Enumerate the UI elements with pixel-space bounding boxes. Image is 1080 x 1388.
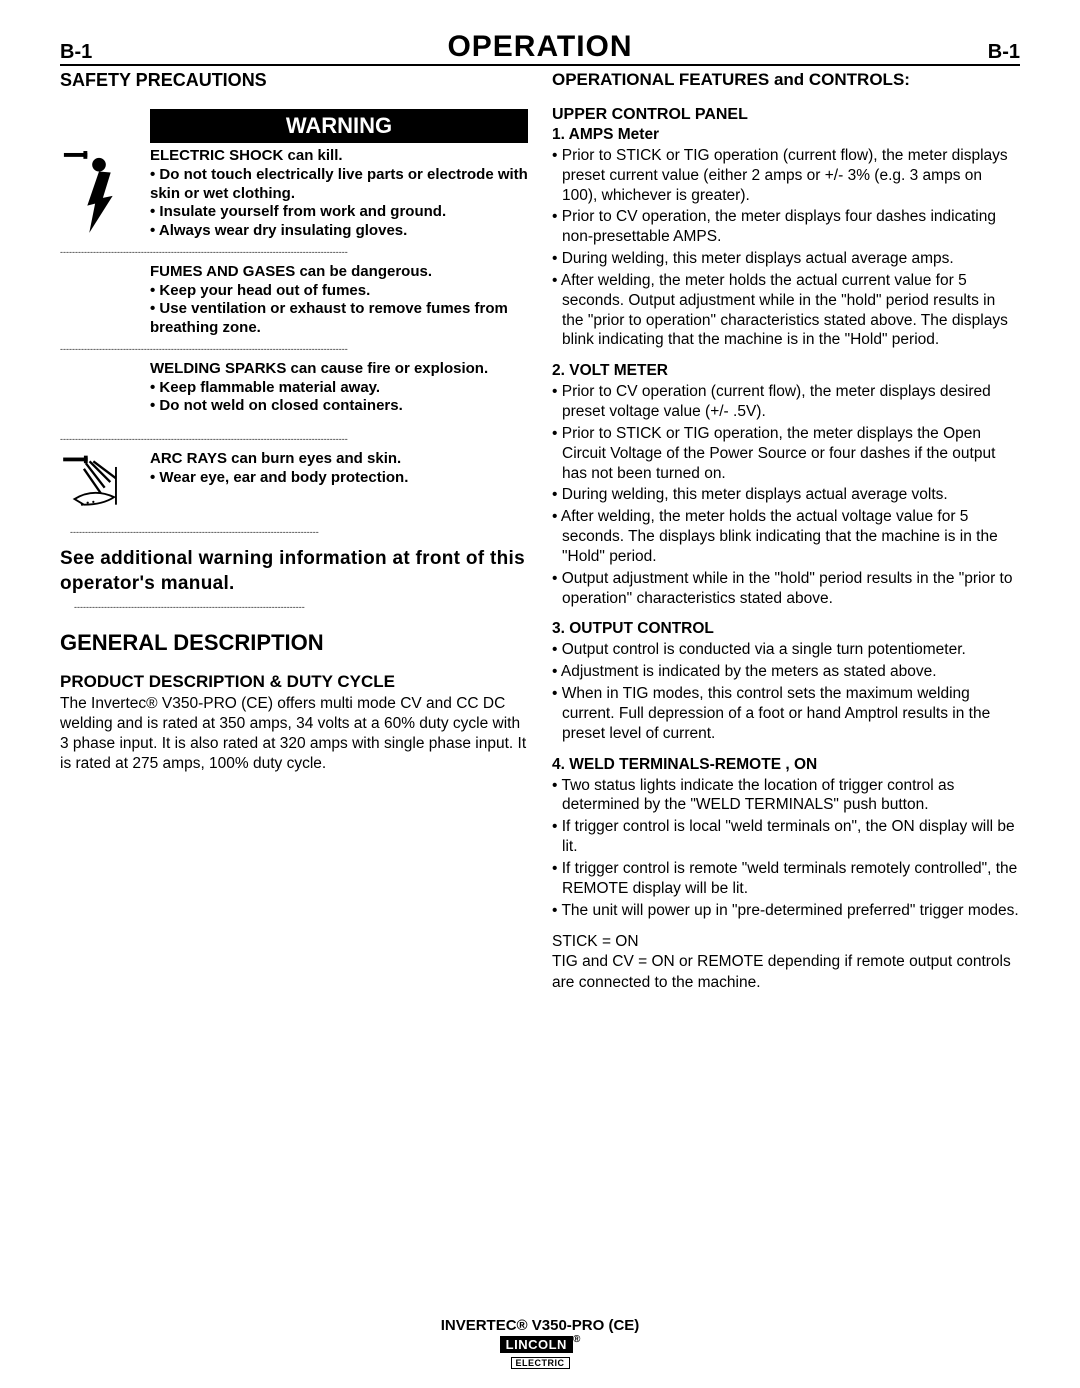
electric-label: ELECTRIC [511,1357,570,1369]
lincoln-logo: LINCOLN [500,1336,573,1353]
warning-text-fumes: FUMES AND GASES can be dangerous. Keep y… [150,263,528,338]
list-item: Prior to STICK or TIG operation, the met… [562,424,1020,483]
stick-mode-lines: STICK = ON TIG and CV = ON or REMOTE dep… [552,932,1020,992]
list-item: After welding, the meter holds the actua… [562,271,1020,350]
fumes-icon [60,263,138,338]
list-item: If trigger control is local "weld termin… [562,817,1020,857]
list-item: Prior to CV operation, the meter display… [562,207,1020,247]
warn2-title: FUMES AND GASES can be dangerous. [150,263,528,282]
warn4-title: ARC RAYS can burn eyes and skin. [150,450,408,469]
list-item: Output control is conducted via a single… [562,640,1020,660]
list-item: Prior to CV operation (current flow), th… [562,382,1020,422]
list-item: The unit will power up in "pre-determine… [562,901,1020,921]
volt-meter-list: Prior to CV operation (current flow), th… [552,382,1020,608]
weld-terminals-heading: 4. WELD TERMINALS-REMOTE , ON [552,756,1020,774]
separator: ----------------------------------------… [70,527,528,537]
separator: ----------------------------------------… [60,434,528,444]
output-control-list: Output control is conducted via a single… [552,640,1020,743]
upper-control-panel-heading: UPPER CONTROL PANEL [552,106,1020,124]
warning-block-fumes: FUMES AND GASES can be dangerous. Keep y… [60,263,528,338]
page-header: B-1 OPERATION B-1 [60,30,1020,66]
warning-text-shock: ELECTRIC SHOCK can kill. Do not touch el… [150,147,528,241]
list-item: During welding, this meter displays actu… [562,485,1020,505]
sparks-icon [60,360,138,416]
list-item: After welding, the meter holds the actua… [562,507,1020,566]
warning-text-arc: ARC RAYS can burn eyes and skin. Wear ey… [150,450,408,521]
warn4-item: Wear eye, ear and body protection. [150,469,408,488]
warning-block-sparks: WELDING SPARKS can cause fire or explosi… [60,360,528,416]
list-item: When in TIG modes, this control sets the… [562,684,1020,743]
warn3-title: WELDING SPARKS can cause fire or explosi… [150,360,488,379]
content-columns: SAFETY PRECAUTIONS WARNING ELECTRIC SHOC… [60,70,1020,993]
list-item: Two status lights indicate the location … [562,776,1020,816]
warn1-item: Do not touch electrically live parts or … [150,166,528,204]
product-description-body: The Invertec® V350-PRO (CE) offers multi… [60,694,528,773]
warning-block-arc: ARC RAYS can burn eyes and skin. Wear ey… [60,450,528,521]
list-item: Output adjustment while in the "hold" pe… [562,569,1020,609]
list-item: Prior to STICK or TIG operation (current… [562,146,1020,205]
volt-meter-heading: 2. VOLT METER [552,362,1020,380]
footer-logo: LINCOLN ® ELECTRIC [0,1334,1080,1370]
list-item: During welding, this meter displays actu… [562,249,1020,269]
right-column: OPERATIONAL FEATURES and CONTROLS: UPPER… [552,70,1020,993]
amps-meter-list: Prior to STICK or TIG operation (current… [552,146,1020,350]
page-number-left: B-1 [60,41,92,64]
warn3-item: Do not weld on closed containers. [150,397,488,416]
output-control-heading: 3. OUTPUT CONTROL [552,620,1020,638]
warn1-title: ELECTRIC SHOCK can kill. [150,147,528,166]
warn2-item: Keep your head out of fumes. [150,282,528,301]
left-column: SAFETY PRECAUTIONS WARNING ELECTRIC SHOC… [60,70,528,993]
warning-box: WARNING [150,109,528,143]
warn2-item: Use ventilation or exhaust to remove fum… [150,300,528,338]
stick-line: STICK = ON [552,932,1020,952]
list-item: If trigger control is remote "weld termi… [562,859,1020,899]
electric-shock-icon [60,147,138,241]
warn3-item: Keep flammable material away. [150,379,488,398]
amps-meter-heading: 1. AMPS Meter [552,126,1020,144]
warn1-item: Always wear dry insulating gloves. [150,222,528,241]
tig-cv-line: TIG and CV = ON or REMOTE depending if r… [552,952,1020,992]
page-title: OPERATION [447,30,632,64]
separator: ----------------------------------------… [60,344,528,354]
warning-block-shock: ELECTRIC SHOCK can kill. Do not touch el… [60,147,528,241]
safety-heading: SAFETY PRECAUTIONS [60,70,528,91]
separator: ----------------------------------------… [74,602,528,612]
additional-warning: See additional warning information at fr… [60,547,528,596]
product-description-heading: PRODUCT DESCRIPTION & DUTY CYCLE [60,672,528,692]
list-item: Adjustment is indicated by the meters as… [562,662,1020,682]
warning-text-sparks: WELDING SPARKS can cause fire or explosi… [150,360,488,416]
separator: ----------------------------------------… [60,247,528,257]
operational-features-heading: OPERATIONAL FEATURES and CONTROLS: [552,70,1020,90]
page-number-right: B-1 [988,41,1020,64]
footer-product: INVERTEC® V350-PRO (CE) [0,1317,1080,1334]
weld-terminals-list: Two status lights indicate the location … [552,776,1020,921]
arc-rays-icon [60,450,138,521]
page-footer: INVERTEC® V350-PRO (CE) LINCOLN ® ELECTR… [0,1317,1080,1370]
warn1-item: Insulate yourself from work and ground. [150,203,528,222]
general-description-heading: GENERAL DESCRIPTION [60,630,528,656]
